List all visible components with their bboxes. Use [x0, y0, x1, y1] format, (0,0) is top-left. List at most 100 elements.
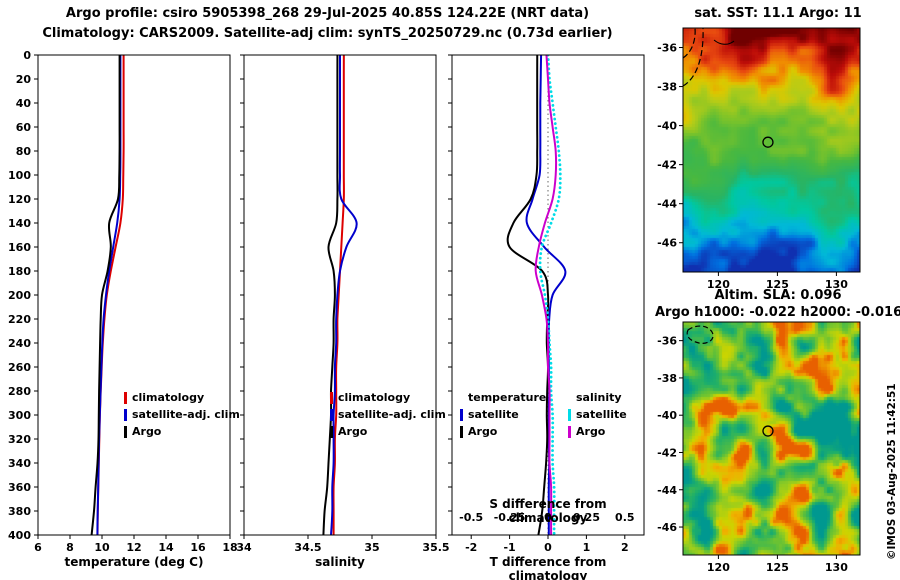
- salinity-axis-label: salinity: [315, 555, 365, 569]
- map-frame: [682, 321, 861, 556]
- x-tick-label: 10: [94, 541, 110, 554]
- depth-tick-label: 220: [8, 313, 31, 326]
- sla-map-raster: [683, 322, 860, 555]
- lon-tick-label: 120: [707, 278, 730, 291]
- salinity-legend: climatology satellite-adj. clim Argo: [330, 389, 446, 440]
- t-argo-line-swatch: [460, 425, 463, 438]
- map-frame: [682, 27, 861, 273]
- climatology-line-swatch: [330, 391, 333, 404]
- depth-tick-label: 380: [8, 505, 31, 518]
- depth-tick-label: 40: [16, 97, 32, 110]
- temperature-legend: climatology satellite-adj. clim Argo: [124, 389, 240, 440]
- depth-tick-label: 300: [8, 409, 31, 422]
- panel-frame: [37, 54, 231, 536]
- argo-line-swatch: [330, 425, 333, 438]
- s-difference-axis-label: S difference from climatology: [489, 497, 607, 525]
- legend-item-satellite-clim: satellite-adj. clim: [124, 406, 240, 423]
- lon-tick-label: 120: [707, 561, 730, 574]
- profile-line-satellite-adj-clim: [96, 55, 122, 535]
- depth-tick-label: 20: [16, 73, 32, 86]
- x-tick-label: 0: [544, 541, 552, 554]
- profile-line-argo: [322, 55, 339, 535]
- lat-tick-label: -36: [657, 42, 677, 55]
- legend-item-climatology: climatology: [124, 389, 240, 406]
- lat-tick-label: -46: [657, 521, 677, 534]
- series-lines-panel-2: [506, 55, 567, 535]
- depth-tick-label: 160: [8, 241, 31, 254]
- lat-tick-label: -36: [657, 335, 677, 348]
- x-tick-label: 2: [621, 541, 629, 554]
- legend-label: satellite-adj. clim: [132, 408, 240, 421]
- depth-tick-label: 120: [8, 193, 31, 206]
- lat-tick-label: -42: [657, 446, 677, 459]
- x-tick-label: 35: [364, 541, 379, 554]
- x-tick-label: 1: [583, 541, 591, 554]
- x-tick-label: -2: [465, 541, 477, 554]
- x-tick-label: 34: [236, 541, 252, 554]
- lat-tick-label: -46: [657, 237, 677, 250]
- profile-line-salinity-satellite: [538, 55, 562, 535]
- legend-label: Argo: [132, 425, 162, 438]
- legend-label: climatology: [132, 391, 205, 404]
- legend-item-argo: Argo: [330, 423, 446, 440]
- lat-tick-label: -38: [657, 372, 677, 385]
- s-tick-label: -0.5: [459, 511, 483, 524]
- s-satellite-line-swatch: [568, 408, 571, 421]
- depth-tick-label: 240: [8, 337, 31, 350]
- x-tick-label: 16: [190, 541, 206, 554]
- legend-item-t-argo: Argo: [460, 423, 546, 440]
- depth-tick-label: 400: [8, 529, 31, 542]
- depth-tick-label: 340: [8, 457, 31, 470]
- legend-label: Argo: [576, 425, 606, 438]
- lon-tick-label: 125: [766, 278, 789, 291]
- x-tick-label: 34.5: [294, 541, 321, 554]
- x-tick-label: 12: [126, 541, 141, 554]
- legend-item-satellite-clim: satellite-adj. clim: [330, 406, 446, 423]
- lat-tick-label: -38: [657, 81, 677, 94]
- s-tick-label: 0.5: [615, 511, 635, 524]
- x-tick-label: 8: [66, 541, 74, 554]
- lat-tick-label: -44: [657, 198, 677, 211]
- sst-contour-line: [682, 27, 704, 87]
- profile-line-climatology: [332, 55, 345, 535]
- profile-line-satellite-adj-clim: [330, 55, 358, 535]
- s-tick-label: -0.25: [494, 511, 526, 524]
- climatology-line-swatch: [124, 391, 127, 404]
- profile-line-temperature-argo: [506, 55, 550, 535]
- temperature-axis-label: temperature (deg C): [64, 555, 204, 569]
- depth-tick-label: 180: [8, 265, 31, 278]
- s-tick-label: 0.25: [573, 511, 600, 524]
- depth-tick-label: 200: [8, 289, 31, 302]
- imos-copyright: ©IMOS 03-Aug-2025 11:42:51: [886, 383, 898, 560]
- series-lines-panel-1: [322, 55, 358, 535]
- sst-map-raster: [683, 28, 860, 272]
- legend-label: Argo: [338, 425, 368, 438]
- depth-tick-label: 260: [8, 361, 31, 374]
- sst-map-title: sat. SST: 11.1 Argo: 11: [694, 6, 862, 21]
- t-difference-axis-label: T difference from climatology: [489, 555, 607, 580]
- x-tick-label: 14: [158, 541, 174, 554]
- depth-tick-label: 320: [8, 433, 31, 446]
- legend-label: satellite: [468, 408, 519, 421]
- depth-tick-label: 280: [8, 385, 31, 398]
- satellite-clim-line-swatch: [330, 408, 333, 421]
- legend-item-s-satellite: satellite: [568, 406, 627, 423]
- profile-line-argo: [90, 55, 121, 535]
- depth-tick-label: 80: [16, 145, 32, 158]
- x-tick-label: 18: [222, 541, 237, 554]
- legend-header-temperature: temperature: [468, 391, 547, 404]
- legend-item-climatology: climatology: [330, 389, 446, 406]
- profile-line-salinity-argo: [534, 55, 558, 535]
- argo-position-marker: [762, 136, 774, 148]
- sla-contour-line: [686, 325, 714, 344]
- s-tick-label: 0: [544, 511, 552, 524]
- sst-contour-line: [682, 27, 696, 59]
- legend-label: Argo: [468, 425, 498, 438]
- legend-item-t-satellite: satellite: [460, 406, 546, 423]
- legend-label: satellite: [576, 408, 627, 421]
- series-lines-panel-0: [90, 55, 125, 535]
- lon-tick-label: 125: [766, 561, 789, 574]
- legend-label: satellite-adj. clim: [338, 408, 446, 421]
